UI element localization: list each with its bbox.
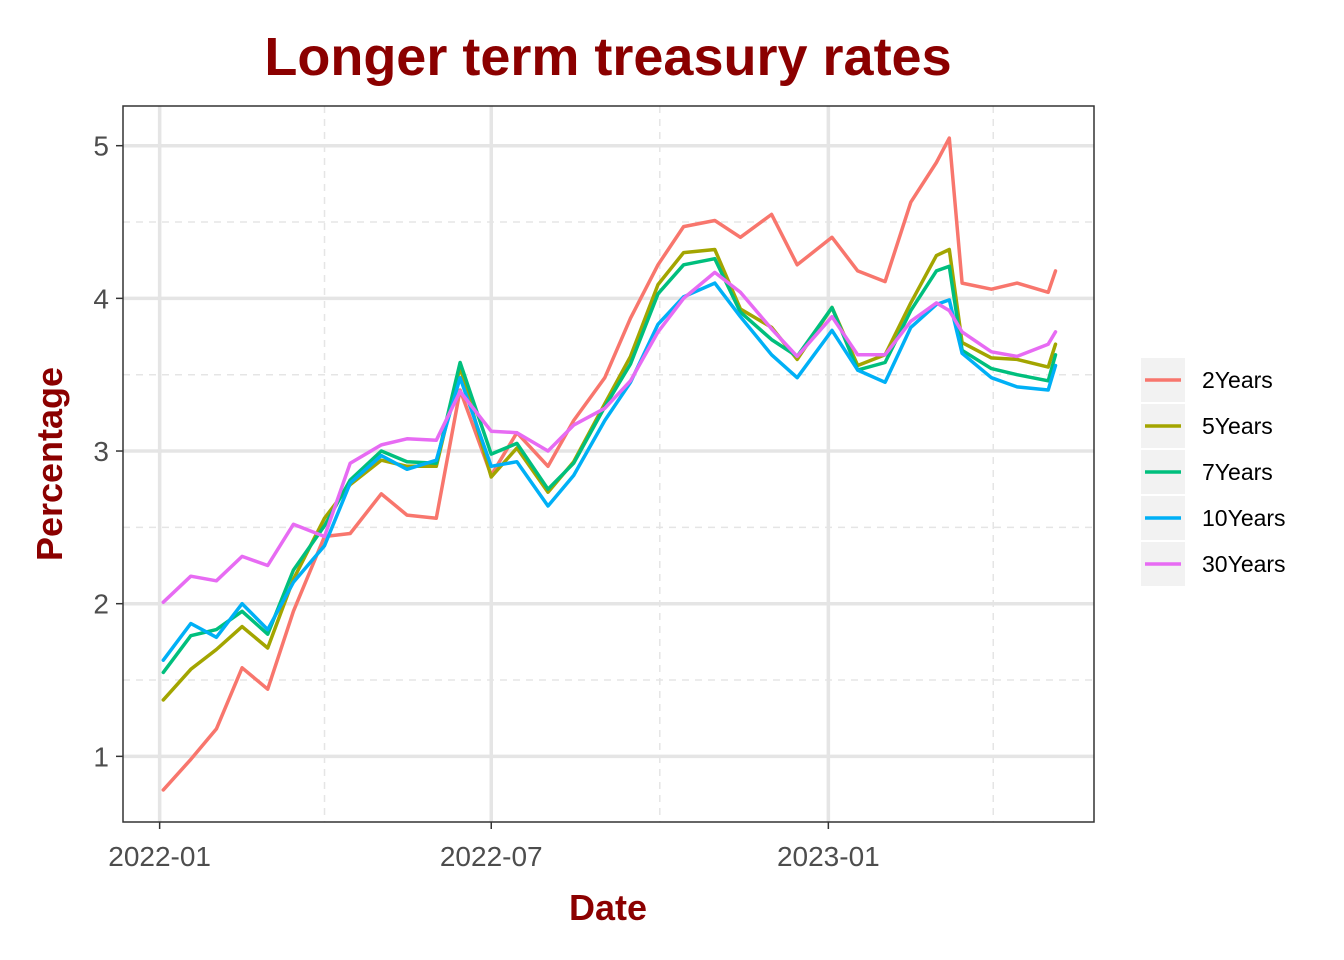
x-axis: 2022-01 2022-07 2023-01 [108, 822, 880, 872]
legend-label: 30Years [1202, 551, 1286, 577]
y-axis: 1 2 3 4 5 [93, 131, 123, 772]
legend-label: 10Years [1202, 505, 1286, 531]
y-tick-label: 3 [93, 436, 109, 467]
legend-label: 7Years [1202, 459, 1273, 485]
y-tick-label: 5 [93, 131, 109, 162]
legend-label: 5Years [1202, 413, 1273, 439]
chart-title: Longer term treasury rates [264, 27, 951, 87]
panel-border [122, 105, 1095, 823]
y-tick-label: 4 [93, 283, 109, 314]
series-line-2years [161, 136, 1058, 792]
x-tick-label: 2023-01 [777, 841, 880, 872]
legend: 2Years 5Years 7Years 10Years 30Years [1141, 358, 1286, 586]
series-lines [161, 136, 1058, 792]
y-tick-label: 2 [93, 589, 109, 620]
grid [123, 106, 1094, 822]
y-tick-label: 1 [93, 741, 109, 772]
x-axis-title: Date [569, 887, 647, 928]
y-axis-title: Percentage [29, 367, 70, 561]
series-line-7years [161, 256, 1058, 675]
x-tick-label: 2022-01 [108, 841, 211, 872]
x-tick-label: 2022-07 [440, 841, 543, 872]
series-line-30years [161, 270, 1058, 604]
legend-label: 2Years [1202, 367, 1273, 393]
